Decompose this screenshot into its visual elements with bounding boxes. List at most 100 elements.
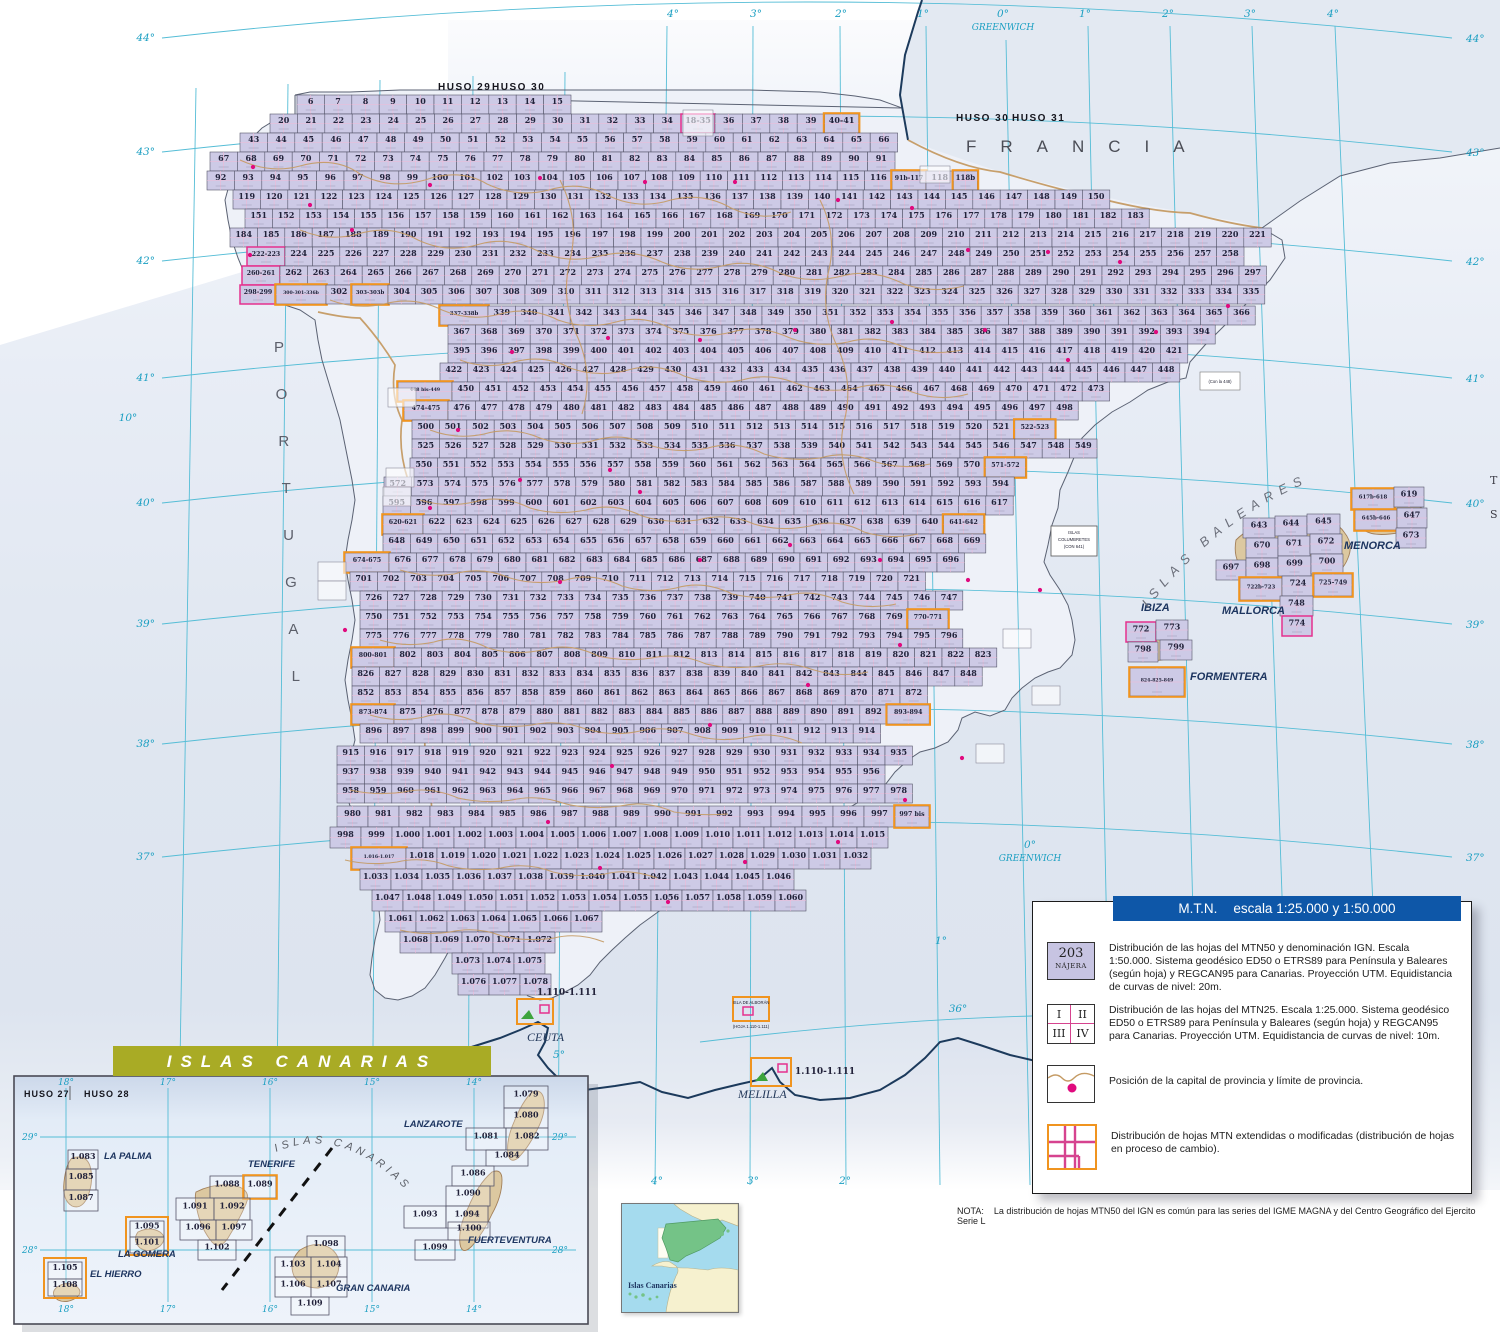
svg-text:238: 238 xyxy=(674,248,691,258)
svg-text:916: 916 xyxy=(370,747,387,757)
svg-text:36°: 36° xyxy=(949,1003,968,1015)
svg-text:451: 451 xyxy=(485,383,502,393)
nota-label: NOTA: xyxy=(957,1206,984,1216)
svg-text:82: 82 xyxy=(629,153,640,163)
svg-text:126: 126 xyxy=(430,191,447,201)
svg-text:21: 21 xyxy=(306,115,317,125)
svg-text:370: 370 xyxy=(536,326,553,336)
svg-text:551: 551 xyxy=(443,459,460,469)
svg-text:880: 880 xyxy=(536,706,553,716)
svg-text:260-261: 260-261 xyxy=(247,270,275,277)
svg-text:11: 11 xyxy=(442,96,453,106)
svg-text:366: 366 xyxy=(1233,307,1250,317)
svg-text:1.006: 1.006 xyxy=(581,829,606,839)
capital-dot xyxy=(557,579,563,585)
svg-text:948: 948 xyxy=(644,766,661,776)
svg-text:114: 114 xyxy=(815,172,832,182)
svg-text:982: 982 xyxy=(406,808,423,818)
svg-text:1.038: 1.038 xyxy=(518,871,543,881)
svg-text:841: 841 xyxy=(768,668,785,678)
svg-text:145: 145 xyxy=(951,191,968,201)
svg-text:425: 425 xyxy=(528,364,545,374)
svg-text:232: 232 xyxy=(510,248,527,258)
svg-text:248: 248 xyxy=(948,248,965,258)
svg-text:491: 491 xyxy=(864,402,881,412)
svg-text:107: 107 xyxy=(623,172,640,182)
svg-text:1.050: 1.050 xyxy=(468,892,493,902)
svg-text:736: 736 xyxy=(639,592,656,602)
svg-text:178: 178 xyxy=(990,210,1007,220)
svg-text:943: 943 xyxy=(507,766,524,776)
svg-text:426: 426 xyxy=(555,364,572,374)
svg-text:789: 789 xyxy=(749,630,766,640)
svg-text:504: 504 xyxy=(527,421,544,431)
svg-text:860: 860 xyxy=(577,687,594,697)
svg-text:890: 890 xyxy=(810,706,827,716)
svg-text:240: 240 xyxy=(729,248,746,258)
svg-text:458: 458 xyxy=(677,383,694,393)
svg-text:910: 910 xyxy=(749,725,766,735)
svg-text:118b: 118b xyxy=(956,173,976,182)
svg-text:76: 76 xyxy=(465,153,477,163)
svg-text:871: 871 xyxy=(878,687,895,697)
svg-text:718: 718 xyxy=(821,573,838,583)
svg-text:346: 346 xyxy=(685,307,702,317)
svg-text:37°: 37° xyxy=(1466,852,1485,864)
svg-text:781: 781 xyxy=(530,630,547,640)
meridian-line xyxy=(177,87,197,1186)
svg-text:432: 432 xyxy=(719,364,736,374)
label-fuerteventura: FUERTEVENTURA xyxy=(468,1235,552,1246)
svg-text:314: 314 xyxy=(667,286,684,296)
svg-text:947: 947 xyxy=(616,766,633,776)
svg-text:628: 628 xyxy=(593,516,610,526)
parallel-36 xyxy=(699,1015,1033,1043)
svg-text:1.085: 1.085 xyxy=(68,1171,93,1181)
svg-text:859: 859 xyxy=(549,687,566,697)
svg-text:510: 510 xyxy=(691,421,708,431)
svg-text:779: 779 xyxy=(475,630,492,640)
svg-text:806: 806 xyxy=(509,649,526,659)
svg-text:935: 935 xyxy=(890,747,907,757)
svg-text:203: 203 xyxy=(756,229,773,239)
svg-text:347: 347 xyxy=(713,307,730,317)
svg-text:981: 981 xyxy=(375,808,392,818)
svg-text:799: 799 xyxy=(1168,642,1185,652)
svg-text:727: 727 xyxy=(393,592,410,602)
svg-text:209: 209 xyxy=(920,229,937,239)
svg-text:424: 424 xyxy=(500,364,517,374)
svg-text:33: 33 xyxy=(634,115,646,125)
svg-text:24: 24 xyxy=(388,115,400,125)
svg-text:617: 617 xyxy=(991,497,1008,507)
svg-text:647: 647 xyxy=(1404,510,1421,520)
svg-text:1.109: 1.109 xyxy=(297,1298,322,1308)
svg-text:950: 950 xyxy=(699,766,716,776)
svg-text:1.076: 1.076 xyxy=(461,976,486,986)
svg-text:996: 996 xyxy=(840,808,857,818)
svg-text:(CON 641): (CON 641) xyxy=(1064,544,1085,549)
svg-text:652: 652 xyxy=(498,535,515,545)
ghost-cell xyxy=(975,743,1005,764)
svg-text:184: 184 xyxy=(235,229,252,239)
svg-text:143: 143 xyxy=(896,191,913,201)
svg-text:456: 456 xyxy=(622,383,639,393)
svg-text:655: 655 xyxy=(580,535,597,545)
svg-text:1.057: 1.057 xyxy=(685,892,710,902)
svg-text:667: 667 xyxy=(909,535,926,545)
svg-text:550: 550 xyxy=(415,459,432,469)
svg-text:870: 870 xyxy=(851,687,868,697)
svg-text:494: 494 xyxy=(947,402,964,412)
svg-text:371: 371 xyxy=(563,326,580,336)
svg-text:219: 219 xyxy=(1194,229,1211,239)
svg-text:357: 357 xyxy=(987,307,1004,317)
legend-title-bar: M.T.N. escala 1:25.000 y 1:50.000 xyxy=(1113,896,1461,921)
svg-text:206: 206 xyxy=(838,229,855,239)
svg-text:342: 342 xyxy=(576,307,593,317)
svg-text:7: 7 xyxy=(335,96,341,106)
svg-text:85: 85 xyxy=(711,153,722,163)
svg-text:997: 997 xyxy=(871,808,888,818)
svg-text:899: 899 xyxy=(448,725,465,735)
svg-text:63: 63 xyxy=(796,134,808,144)
svg-text:659: 659 xyxy=(690,535,707,545)
svg-text:787: 787 xyxy=(694,630,711,640)
svg-text:976: 976 xyxy=(836,785,853,795)
